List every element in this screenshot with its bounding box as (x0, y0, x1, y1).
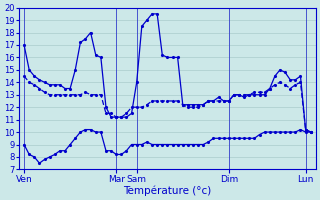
X-axis label: Température (°c): Température (°c) (123, 185, 212, 196)
